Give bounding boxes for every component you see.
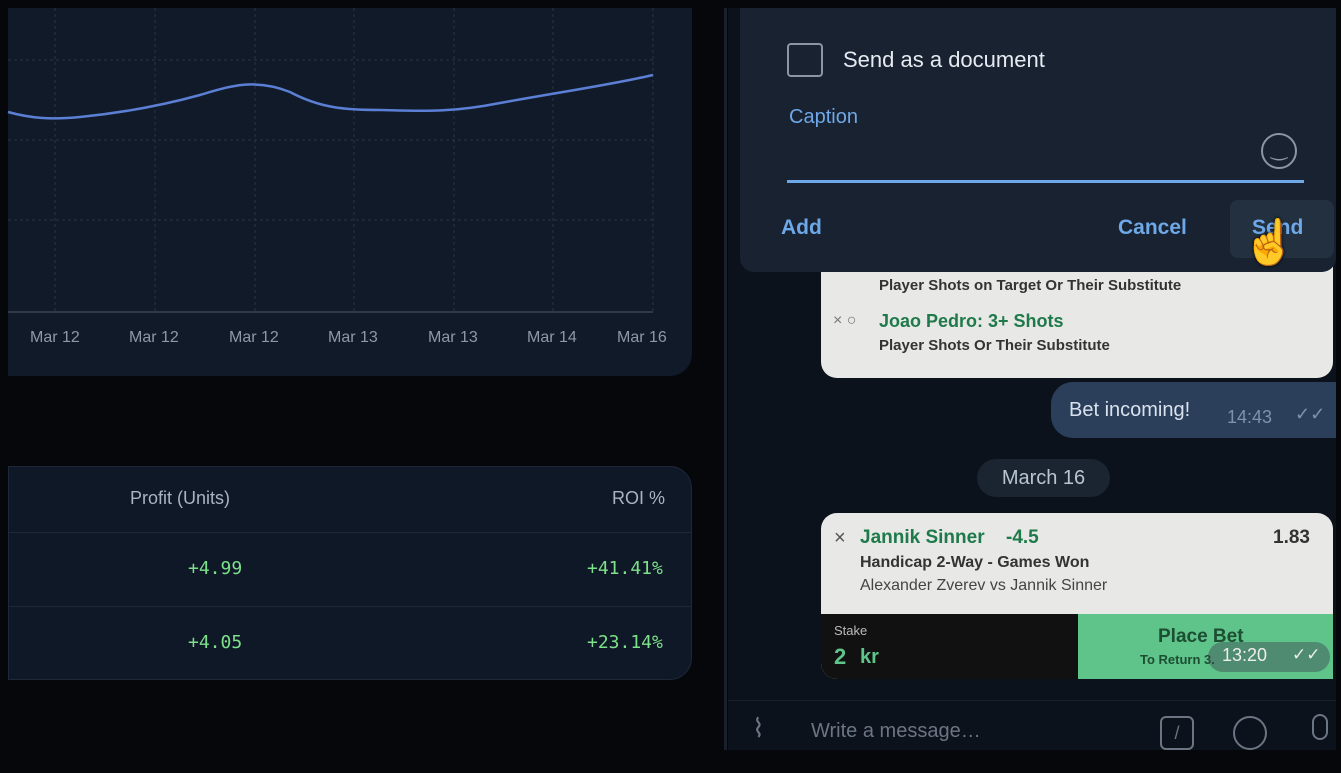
text: Player Shots Or Their Substitute bbox=[879, 337, 1110, 354]
cell: +4.05 bbox=[188, 632, 243, 653]
text: To Return 3. bbox=[1140, 652, 1215, 667]
text: 2 bbox=[834, 644, 847, 669]
cell: +41.41% bbox=[587, 558, 663, 579]
x-label: Mar 12 bbox=[229, 329, 279, 346]
header: ROI % bbox=[612, 488, 666, 508]
cell: +23.14% bbox=[587, 632, 663, 653]
chart-svg bbox=[7, 8, 654, 313]
text: kr bbox=[860, 646, 879, 668]
x-label: Mar 16 bbox=[617, 329, 667, 346]
text: Handicap 2-Way - Games Won bbox=[860, 554, 1090, 571]
button[interactable]: Send bbox=[1252, 216, 1304, 239]
text: Player Shots on Target Or Their Substitu… bbox=[879, 277, 1182, 294]
message-input[interactable]: Write a message… bbox=[811, 720, 981, 742]
button[interactable]: Place Bet bbox=[1158, 626, 1244, 647]
x-label: Mar 13 bbox=[428, 329, 478, 346]
chart-card bbox=[8, 8, 692, 376]
caption-label: Caption bbox=[789, 106, 858, 128]
button[interactable]: Cancel bbox=[1118, 216, 1187, 239]
text: Joao Pedro: 3+ Shots bbox=[879, 311, 1064, 331]
time: 13:20 bbox=[1222, 645, 1268, 665]
date-pill: March 16 bbox=[977, 459, 1110, 497]
x-label: Mar 12 bbox=[129, 329, 179, 346]
text: Alexander Zverev vs Jannik Sinner bbox=[860, 577, 1108, 594]
caption-input[interactable] bbox=[787, 180, 1304, 183]
bubble bbox=[821, 262, 1333, 378]
checkbox[interactable] bbox=[787, 43, 823, 77]
bubble bbox=[1051, 382, 1336, 438]
text: Bet incoming! bbox=[1069, 399, 1191, 421]
time: 14:43 bbox=[1227, 407, 1273, 427]
cell: +4.99 bbox=[188, 558, 243, 579]
checkbox-label: Send as a document bbox=[843, 47, 1045, 72]
text: Jannik Sinner bbox=[860, 527, 985, 548]
x-label: Mar 14 bbox=[527, 329, 577, 346]
x-label: Mar 13 bbox=[328, 329, 378, 346]
text: 1.83 bbox=[1273, 527, 1310, 548]
text: -4.5 bbox=[1006, 527, 1039, 548]
header: Profit (Units) bbox=[130, 488, 231, 508]
table-card bbox=[8, 466, 692, 680]
x-label: Mar 12 bbox=[30, 329, 80, 346]
button[interactable]: Add bbox=[781, 216, 822, 239]
text: Stake bbox=[834, 623, 868, 638]
bet-card bbox=[821, 513, 1333, 679]
